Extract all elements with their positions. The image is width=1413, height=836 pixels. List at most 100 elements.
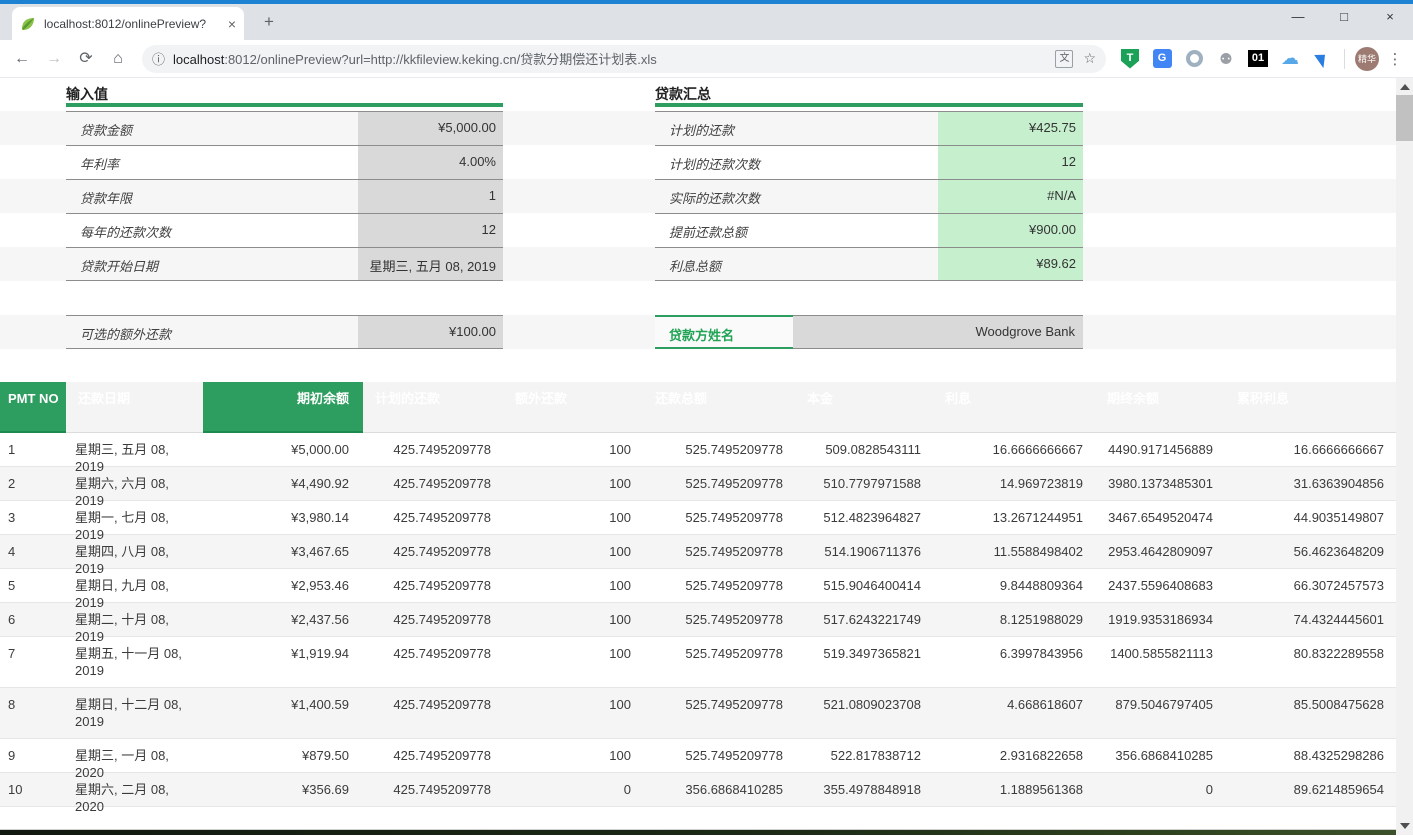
table-cell: 425.7495209778 — [393, 476, 491, 491]
table-cell: 425.7495209778 — [393, 748, 491, 763]
table-cell: ¥2,437.56 — [291, 612, 349, 627]
table-cell: 74.4324445601 — [1293, 612, 1384, 627]
table-cell: 80.8322289558 — [1293, 646, 1384, 661]
summary-section-title: 贷款汇总 — [655, 86, 711, 102]
01-extension-icon[interactable]: 01 — [1247, 48, 1269, 70]
bookmark-star-icon[interactable]: ☆ — [1083, 50, 1096, 66]
table-row: 9 星期三, 一月 08, 2020 ¥879.50 425.7495209778 10… — [0, 739, 1396, 780]
inputs-value: ¥5,000.00 — [358, 112, 503, 145]
table-cell: 3 — [8, 510, 16, 525]
column-header: 利息 — [933, 382, 1095, 433]
table-cell: ¥5,000.00 — [291, 442, 349, 457]
column-header: 期终余额 — [1095, 382, 1225, 433]
table-cell: 星期日, 十二月 08, 2019 — [75, 697, 182, 729]
url-text: localhost:8012/onlinePreview?url=http://… — [173, 49, 1045, 68]
scrollbar-thumb[interactable] — [1396, 95, 1413, 141]
table-cell: 1919.9353186934 — [1108, 612, 1213, 627]
inputs-value: 1 — [358, 180, 503, 213]
url-path: :8012/onlinePreview?url=http://kkfilevie… — [224, 52, 657, 67]
table-cell: 14.969723819 — [999, 476, 1083, 491]
bird-extension-icon[interactable] — [1311, 48, 1333, 70]
table-cell: 356.6868410285 — [1115, 748, 1213, 763]
proxy-ring-extension-icon[interactable] — [1183, 48, 1205, 70]
amortization-header-row: PMT NO 还款日期 期初余额 计划的还款 额外还款 还款总额 本金 利息 期终余额 累积利息 — [0, 382, 1396, 433]
table-cell: 525.7495209778 — [685, 578, 783, 593]
inputs-row: 年利率 4.00% — [66, 145, 503, 179]
reload-button[interactable]: ⟳ — [79, 49, 93, 67]
table-cell: 100 — [609, 612, 631, 627]
spreadsheet: 输入值 贷款汇总 贷款金额 ¥5,000.00 年利率 4.00% 贷款年限 1 每年的还款… — [0, 78, 1396, 835]
table-row: 6 星期二, 十月 08, 2019 ¥2,437.56 425.7495209778… — [0, 603, 1396, 644]
column-header: 本金 — [795, 382, 933, 433]
table-cell: 6 — [8, 612, 16, 627]
table-cell: 425.7495209778 — [393, 578, 491, 593]
cloud-extension-icon[interactable]: ☁ — [1281, 48, 1299, 68]
table-cell: ¥1,400.59 — [291, 697, 349, 712]
address-bar[interactable]: ⓘ localhost:8012/onlinePreview?url=http:… — [142, 44, 1106, 73]
table-cell: 星期五, 十一月 08, 2019 — [75, 646, 182, 678]
tab-close-icon[interactable]: × — [227, 15, 236, 32]
summary-label: 利息总额 — [669, 259, 722, 274]
table-cell: 100 — [609, 697, 631, 712]
browser-tab[interactable]: localhost:8012/onlinePreview? × — [12, 7, 244, 40]
inputs-value: 4.00% — [358, 146, 503, 179]
lender-name-label: 贷款方姓名 — [655, 315, 793, 349]
browser-menu-icon[interactable]: ⋮ — [1387, 50, 1403, 68]
amortization-body: 1 星期三, 五月 08, 2019 ¥5,000.00 425.7495209778… — [0, 433, 1396, 814]
table-cell: 星期二, 十月 08, 2019 — [75, 612, 169, 644]
sitemap-extension-icon[interactable]: ⚉ — [1219, 50, 1233, 68]
extra-payment-value: ¥100.00 — [358, 316, 503, 348]
forward-button[interactable]: → — [46, 49, 62, 67]
table-cell: 517.6243221749 — [823, 612, 921, 627]
table-cell: 425.7495209778 — [393, 646, 491, 661]
lender-name-value: Woodgrove Bank — [793, 315, 1083, 349]
home-button[interactable]: ⌂ — [113, 49, 123, 67]
table-cell: 4.668618607 — [1007, 697, 1083, 712]
profile-avatar[interactable]: 精华 — [1355, 46, 1379, 71]
column-header: PMT NO — [0, 382, 66, 433]
shield-extension-icon[interactable]: T — [1119, 48, 1141, 70]
table-cell: 100 — [609, 544, 631, 559]
table-cell: 522.817838712 — [830, 748, 921, 763]
translate-page-icon[interactable]: 文 — [1055, 49, 1074, 68]
page-bottom-strip — [0, 829, 1396, 835]
window-close-button[interactable]: × — [1386, 9, 1394, 24]
inputs-label: 年利率 — [80, 157, 120, 172]
column-header: 还款日期 — [66, 382, 203, 433]
inputs-label: 贷款开始日期 — [80, 259, 159, 274]
scroll-up-arrow-icon[interactable] — [1400, 84, 1410, 90]
table-cell: 525.7495209778 — [685, 476, 783, 491]
new-tab-button[interactable]: + — [264, 12, 274, 31]
table-cell: 879.5046797405 — [1115, 697, 1213, 712]
back-button[interactable]: ← — [14, 49, 30, 67]
summary-title-rule — [655, 103, 1083, 107]
amortization-table: PMT NO 还款日期 期初余额 计划的还款 额外还款 还款总额 本金 利息 期终余额 累积利息 … — [0, 382, 1396, 814]
column-header: 额外还款 — [503, 382, 643, 433]
table-cell: 2953.4642809097 — [1108, 544, 1213, 559]
sheet-row-stripe — [0, 349, 1396, 382]
inputs-row: 贷款开始日期 星期三, 五月 08, 2019 — [66, 247, 503, 281]
sheet-row-stripe — [0, 111, 1396, 145]
table-cell: 100 — [609, 476, 631, 491]
scroll-down-arrow-icon[interactable] — [1400, 823, 1410, 829]
sheet-row-stripe — [0, 179, 1396, 213]
table-cell: 星期日, 九月 08, 2019 — [75, 578, 169, 610]
vertical-scrollbar[interactable] — [1396, 78, 1413, 835]
page-info-icon[interactable]: ⓘ — [152, 52, 166, 67]
table-cell: 0 — [623, 782, 631, 797]
table-cell: ¥2,953.46 — [291, 578, 349, 593]
window-minimize-button[interactable]: — — [1291, 9, 1305, 24]
table-cell: 514.1906711376 — [824, 544, 921, 559]
window-maximize-button[interactable]: □ — [1340, 9, 1348, 24]
column-header: 期初余额 — [203, 382, 363, 433]
table-cell: 100 — [609, 510, 631, 525]
table-cell: ¥1,919.94 — [291, 646, 349, 661]
table-cell: 525.7495209778 — [685, 612, 783, 627]
inputs-label: 每年的还款次数 — [80, 225, 172, 240]
table-cell: 1400.5855821113 — [1110, 646, 1213, 661]
inputs-row: 每年的还款次数 12 — [66, 213, 503, 247]
tab-strip: localhost:8012/onlinePreview? × + — □ × — [0, 4, 1413, 40]
table-cell: 525.7495209778 — [685, 748, 783, 763]
translate-extension-icon[interactable]: G — [1151, 48, 1173, 70]
table-cell: 8.1251988029 — [999, 612, 1083, 627]
